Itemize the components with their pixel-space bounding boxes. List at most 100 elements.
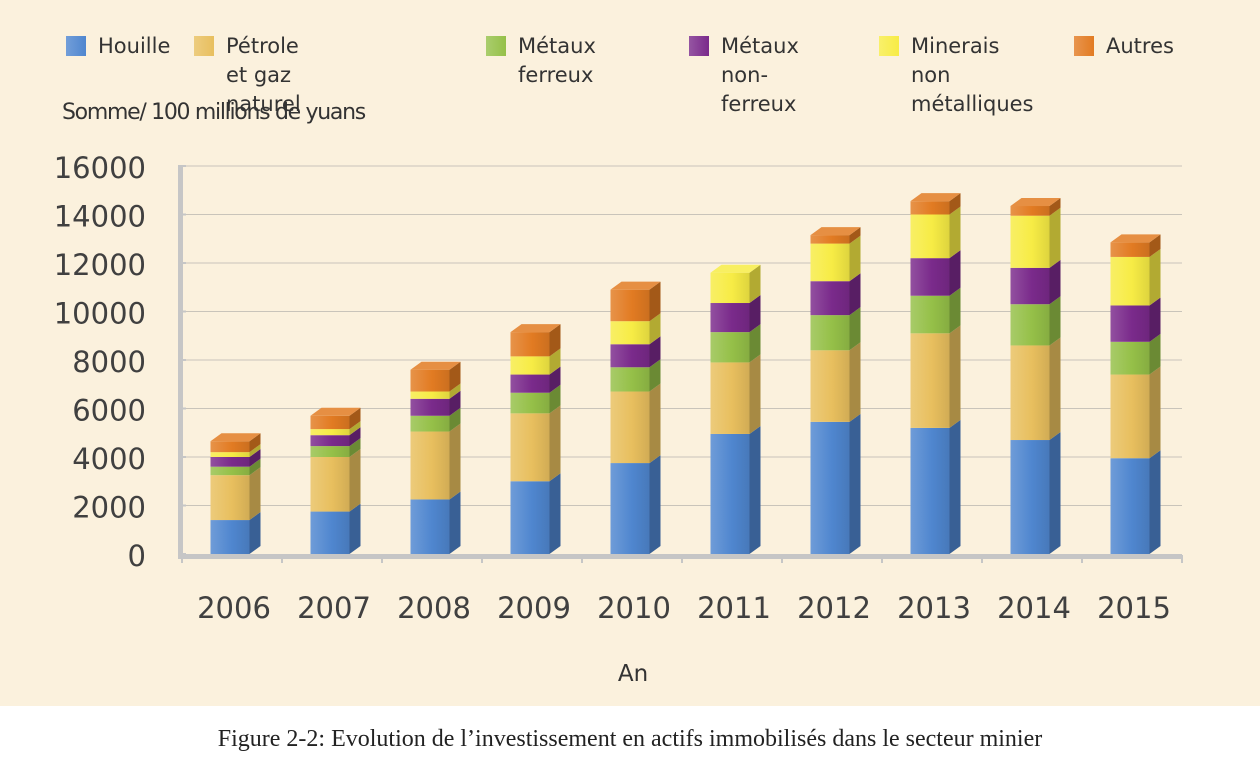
- bar-houille-2006-side: [249, 512, 261, 554]
- bar-autres-2010: [610, 289, 650, 322]
- y-tick-label: 2000: [72, 491, 146, 525]
- bar-minerais-non-m-talliques-2011-side: [749, 264, 761, 304]
- bar-autres-2008: [410, 369, 450, 392]
- bar-minerais-non-m-talliques-2009-side: [549, 348, 561, 375]
- bar-autres-2009-side: [549, 324, 561, 357]
- bar-minerais-non-m-talliques-2012: [810, 243, 850, 282]
- bar-p-trole-et-gaz-naturel-2009-side: [549, 405, 561, 482]
- bar-top-2008: [410, 361, 461, 370]
- legend-label: Métaux non- ferreux: [721, 34, 799, 116]
- bar-m-taux-non-ferreux-2010-side: [649, 336, 661, 368]
- bar-p-trole-et-gaz-naturel-2006: [210, 475, 250, 521]
- y-tick-label: 14000: [54, 200, 146, 234]
- x-tick-label-2010: 2010: [597, 591, 671, 625]
- bar-autres-2015: [1110, 242, 1150, 257]
- bar-p-trole-et-gaz-naturel-2011-side: [749, 354, 761, 434]
- bar-minerais-non-m-talliques-2013: [910, 214, 950, 259]
- bar-m-taux-ferreux-2015: [1110, 341, 1150, 375]
- bar-m-taux-non-ferreux-2015-side: [1149, 297, 1161, 342]
- bar-houille-2012: [810, 421, 850, 554]
- bar-m-taux-ferreux-2009-side: [549, 384, 561, 414]
- bar-houille-2009: [510, 481, 550, 554]
- bar-houille-2008: [410, 499, 450, 554]
- bar-m-taux-ferreux-2007-side: [349, 438, 361, 457]
- bar-houille-2006: [210, 520, 250, 554]
- bar-p-trole-et-gaz-naturel-2008-side: [449, 423, 461, 500]
- bar-houille-2015: [1110, 458, 1150, 554]
- legend-label: Houille: [98, 34, 171, 58]
- bar-minerais-non-m-talliques-2006-side: [249, 444, 261, 457]
- bar-p-trole-et-gaz-naturel-2012-side: [849, 342, 861, 422]
- bar-p-trole-et-gaz-naturel-2013-side: [949, 325, 961, 428]
- bar-autres-2007-side: [349, 407, 361, 430]
- bar-houille-2013-side: [949, 419, 961, 554]
- bar-m-taux-ferreux-2010: [610, 367, 650, 392]
- bar-houille-2010: [610, 463, 650, 554]
- bar-m-taux-non-ferreux-2012-side: [849, 273, 861, 316]
- legend-swatch: [1074, 36, 1094, 56]
- bar-top-2007: [310, 407, 361, 416]
- bar-m-taux-ferreux-2007: [310, 446, 350, 457]
- bar-autres-2010-side: [649, 281, 661, 322]
- bar-p-trole-et-gaz-naturel-2013: [910, 333, 950, 428]
- bar-houille-2010-side: [649, 455, 661, 554]
- bar-p-trole-et-gaz-naturel-2010-side: [649, 383, 661, 464]
- bar-m-taux-ferreux-2006-side: [249, 458, 261, 476]
- bar-m-taux-ferreux-2008-side: [449, 407, 461, 432]
- bar-minerais-non-m-talliques-2015-side: [1149, 248, 1161, 306]
- x-tick-label-2008: 2008: [397, 591, 471, 625]
- x-axis-title: An: [618, 661, 648, 687]
- x-tick-label-2007: 2007: [297, 591, 371, 625]
- bar-m-taux-non-ferreux-2008: [410, 398, 450, 416]
- bar-m-taux-ferreux-2014: [1010, 304, 1050, 346]
- chart-figure: 0 2000 4000 6000 8000 10000 12000 14000 16000 200…: [0, 0, 1260, 706]
- bar-m-taux-non-ferreux-2006: [210, 457, 250, 467]
- bar-autres-2012-side: [849, 227, 861, 244]
- bar-m-taux-ferreux-2012-side: [849, 307, 861, 351]
- bar-autres-2014-side: [1049, 198, 1061, 216]
- y-tick-label: 8000: [72, 345, 146, 379]
- bar-m-taux-ferreux-2012: [810, 315, 850, 351]
- bar-m-taux-non-ferreux-2011: [710, 303, 750, 333]
- bar-p-trole-et-gaz-naturel-2007: [310, 457, 350, 512]
- bar-houille-2011-side: [749, 425, 761, 554]
- bar-autres-2012: [810, 235, 850, 244]
- bar-m-taux-ferreux-2013-side: [949, 287, 961, 334]
- bar-m-taux-ferreux-2013: [910, 295, 950, 334]
- bar-m-taux-non-ferreux-2013-side: [949, 250, 961, 296]
- bar-minerais-non-m-talliques-2013-side: [949, 206, 961, 259]
- y-axis-line: [178, 166, 183, 558]
- bar-autres-2015-side: [1149, 234, 1161, 257]
- bar-m-taux-non-ferreux-2015: [1110, 305, 1150, 342]
- bar-minerais-non-m-talliques-2007: [310, 429, 350, 436]
- bar-minerais-non-m-talliques-2009: [510, 356, 550, 375]
- y-tick-label: 6000: [72, 394, 146, 428]
- chart-svg: 0 2000 4000 6000 8000 10000 12000 14000 16000 200…: [54, 151, 1183, 687]
- bar-houille-2009-side: [549, 473, 561, 554]
- bar-m-taux-non-ferreux-2011-side: [749, 295, 761, 333]
- bar-p-trole-et-gaz-naturel-2012: [810, 350, 850, 422]
- bar-m-taux-non-ferreux-2007: [310, 435, 350, 447]
- legend-label: Minerais non métalliques: [911, 34, 1034, 116]
- bar-autres-2008-side: [449, 361, 461, 392]
- bar-autres-2013-side: [949, 193, 961, 215]
- bar-m-taux-ferreux-2010-side: [649, 359, 661, 392]
- y-axis-title: Somme/ 100 millions de yuans: [62, 100, 366, 125]
- bar-minerais-non-m-talliques-2010: [610, 321, 650, 345]
- bar-minerais-non-m-talliques-2008-side: [449, 383, 461, 399]
- bar-houille-2007: [310, 511, 350, 554]
- x-tick-label-2006: 2006: [197, 591, 271, 625]
- bar-m-taux-non-ferreux-2007-side: [349, 427, 361, 447]
- bar-autres-2006-side: [249, 433, 261, 453]
- bar-minerais-non-m-talliques-2006: [210, 452, 250, 457]
- y-tick-label: 0: [128, 539, 146, 573]
- figure-caption: Figure 2-2: Evolution de l’investissemen…: [217, 726, 1043, 752]
- legend-swatch: [194, 36, 214, 56]
- x-tick-label-2013: 2013: [897, 591, 971, 625]
- y-tick-label: 16000: [54, 151, 146, 185]
- y-tick-label: 4000: [72, 442, 146, 476]
- bar-minerais-non-m-talliques-2015: [1110, 256, 1150, 306]
- bar-m-taux-ferreux-2015-side: [1149, 333, 1161, 375]
- bar-p-trole-et-gaz-naturel-2015: [1110, 374, 1150, 459]
- bar-p-trole-et-gaz-naturel-2015-side: [1149, 366, 1161, 459]
